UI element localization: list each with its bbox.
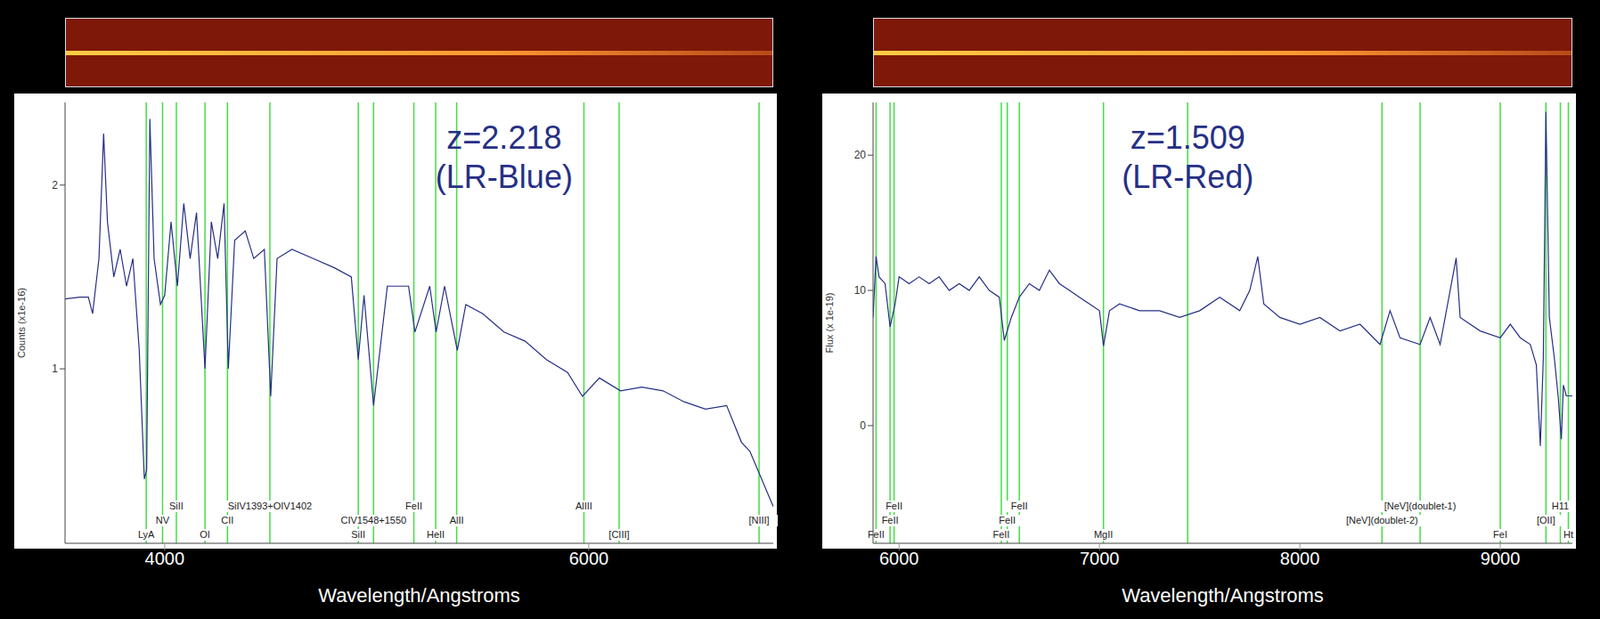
svg-text:[OII]: [OII] xyxy=(1536,514,1556,526)
svg-text:CII: CII xyxy=(220,514,234,526)
svg-text:LyA: LyA xyxy=(138,529,156,540)
svg-text:6000: 6000 xyxy=(879,548,920,569)
svg-text:[NIII]: [NIII] xyxy=(748,514,769,526)
svg-text:FeII: FeII xyxy=(992,529,1010,540)
svg-text:SiIV1393+OIV1402: SiIV1393+OIV1402 xyxy=(228,500,313,512)
svg-text:MgII: MgII xyxy=(1093,529,1113,540)
svg-text:Ht: Ht xyxy=(1563,529,1574,540)
svg-text:AlIII: AlIII xyxy=(575,500,593,512)
svg-text:Counts (x1e-16): Counts (x1e-16) xyxy=(16,287,27,359)
html-text:z=2.218: z=2.218 xyxy=(446,119,562,156)
svg-text:2: 2 xyxy=(51,179,58,192)
svg-text:[NeV](doublet-1): [NeV](doublet-1) xyxy=(1384,500,1457,512)
svg-text:FeII: FeII xyxy=(885,500,903,512)
svg-text:NV: NV xyxy=(155,514,171,526)
svg-text:8000: 8000 xyxy=(1280,548,1321,569)
html-text:z=1.509: z=1.509 xyxy=(1130,119,1246,156)
svg-text:FeII: FeII xyxy=(998,514,1016,526)
svg-text:10: 10 xyxy=(854,284,867,297)
svg-text:SiII: SiII xyxy=(169,500,184,512)
svg-text:7000: 7000 xyxy=(1079,548,1120,569)
svg-text:CIV1548+1550: CIV1548+1550 xyxy=(340,514,407,526)
svg-text:9000: 9000 xyxy=(1480,548,1521,569)
html-text:(LR-Red): (LR-Red) xyxy=(1121,158,1254,196)
svg-text:Flux (x 1e-19): Flux (x 1e-19) xyxy=(824,293,835,354)
svg-text:Wavelength/Angstroms: Wavelength/Angstroms xyxy=(1121,584,1324,607)
svg-text:4000: 4000 xyxy=(145,548,186,569)
svg-text:20: 20 xyxy=(854,148,867,162)
html-text:(LR-Blue): (LR-Blue) xyxy=(435,158,573,196)
svg-text:FeII: FeII xyxy=(881,514,899,526)
svg-text:[NeV](doublet-2): [NeV](doublet-2) xyxy=(1346,514,1419,526)
svg-text:6000: 6000 xyxy=(569,548,610,569)
svg-text:Wavelength/Angstroms: Wavelength/Angstroms xyxy=(318,584,521,607)
svg-text:1: 1 xyxy=(51,362,58,376)
svg-text:AlII: AlII xyxy=(449,514,465,526)
svg-text:0: 0 xyxy=(859,419,866,433)
svg-text:FeII: FeII xyxy=(867,529,885,540)
svg-text:FeII: FeII xyxy=(1011,500,1029,512)
svg-text:FeII: FeII xyxy=(405,500,423,512)
svg-text:[CIII]: [CIII] xyxy=(608,529,629,540)
svg-text:H11: H11 xyxy=(1551,500,1569,512)
svg-text:FeI: FeI xyxy=(1493,529,1508,540)
svg-text:SiII: SiII xyxy=(351,529,366,540)
svg-text:OI: OI xyxy=(199,529,211,540)
svg-text:HeII: HeII xyxy=(426,529,445,540)
